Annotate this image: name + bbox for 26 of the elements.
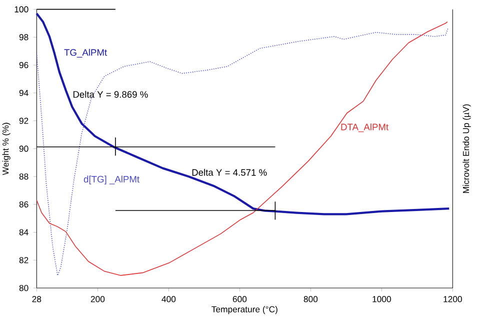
- x-tick-label: 28: [32, 296, 42, 302]
- y-tick-label: 96: [19, 62, 28, 68]
- y-tick-label: 88: [19, 173, 28, 180]
- y-tick-label: 90: [19, 146, 28, 152]
- x-axis-title: Temperature (°C): [212, 306, 278, 314]
- x-tick-label: 1200: [444, 296, 462, 302]
- y-tick-label: 80: [19, 284, 28, 292]
- x-tick-label: 1000: [372, 296, 391, 302]
- y-tick-label: 86: [19, 201, 28, 208]
- series-label: TG_AlPMt: [64, 48, 107, 58]
- y-tick-label: 82: [19, 257, 28, 264]
- y-axis-title: Weight % (%): [2, 122, 10, 176]
- y2-axis-title: Microvolt Endo Up (µV): [462, 104, 471, 193]
- x-tick-label: 600: [232, 296, 247, 302]
- annotation: Delta Y = 4.571 %: [192, 168, 267, 176]
- y-tick-label: 92: [19, 118, 28, 124]
- x-tick-label: 200: [90, 296, 105, 302]
- y-tick-label: 100: [14, 6, 28, 12]
- y-tick-label: 84: [19, 229, 28, 236]
- x-tick-label: 800: [304, 296, 318, 302]
- y-tick-label: 94: [19, 90, 28, 96]
- series-label: DTA_AlPMt: [341, 123, 389, 132]
- annotation: Delta Y = 9.869 %: [73, 90, 148, 98]
- series-label: d[TG] _AlPMt: [84, 176, 140, 184]
- x-tick-label: 400: [162, 296, 176, 302]
- y-tick-label: 98: [19, 34, 28, 40]
